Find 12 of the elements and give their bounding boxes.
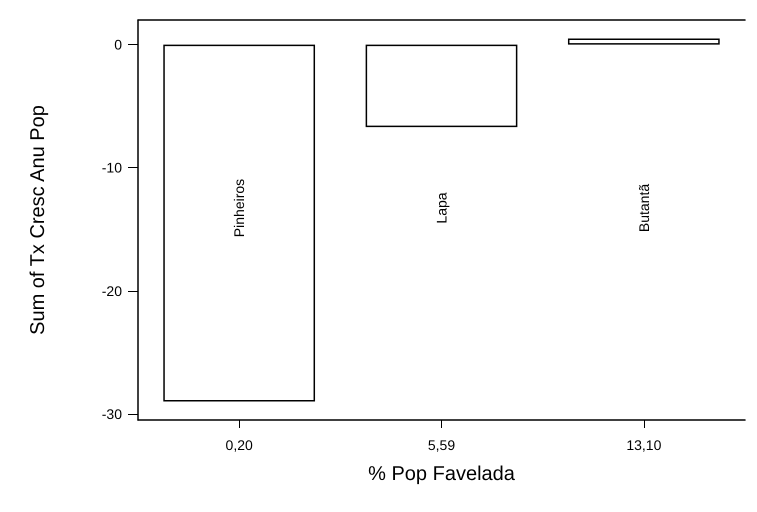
y-tick-label: -30 [102, 406, 122, 422]
y-tick-label: 0 [114, 36, 122, 53]
x-tick-label: 0,20 [226, 437, 254, 453]
y-tick-label: -10 [102, 160, 122, 176]
x-axis-title: % Pop Favelada [368, 463, 516, 485]
x-tick-label: 13,10 [626, 437, 662, 453]
annotation: Butantã [636, 184, 652, 232]
x-tick-label: 5,59 [428, 437, 456, 453]
annotation: Lapa [434, 192, 450, 224]
y-tick-label: -20 [102, 282, 122, 299]
annotation: Pinheiros [231, 178, 248, 238]
y-axis-title: Sum of Tx Cresc Anu Pop [27, 105, 49, 335]
